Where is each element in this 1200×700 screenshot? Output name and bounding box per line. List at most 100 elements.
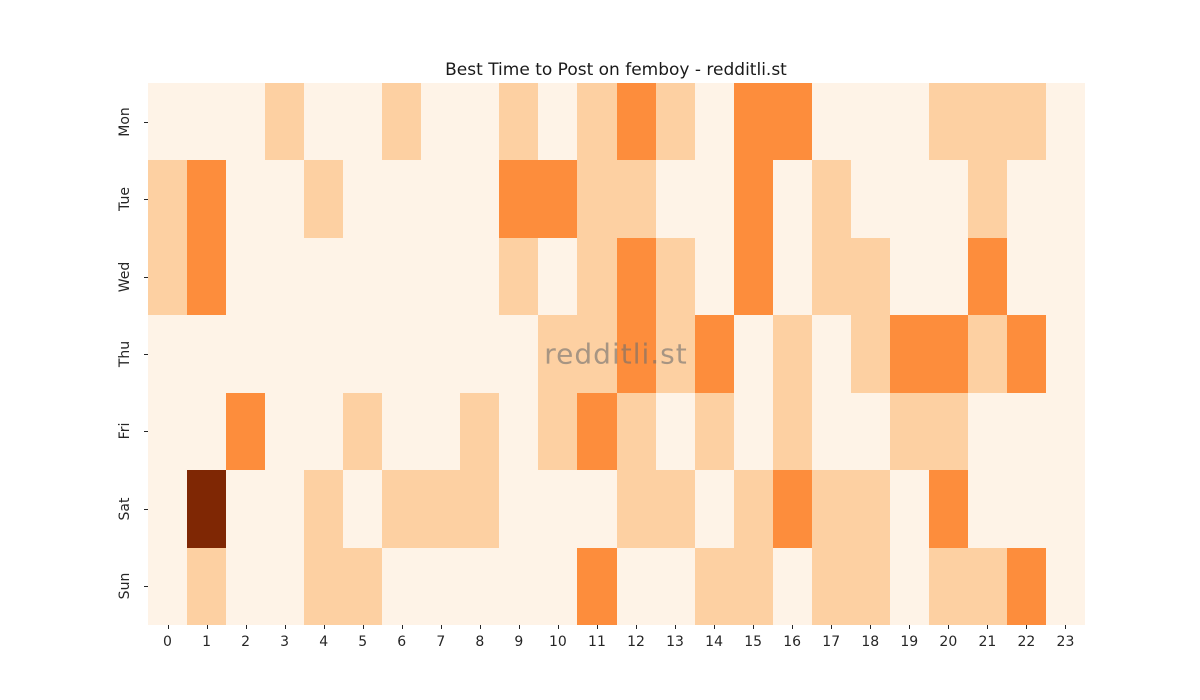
heatmap-cell <box>421 237 461 316</box>
x-tick-label: 9 <box>514 634 524 650</box>
heatmap-cell <box>304 315 344 393</box>
x-tick-label: 0 <box>163 634 172 650</box>
heatmap-cell <box>187 237 227 316</box>
heatmap-cell <box>343 237 383 316</box>
heatmap-cell <box>1045 160 1085 238</box>
heatmap-cell <box>343 83 383 161</box>
heatmap-cell <box>811 392 851 471</box>
heatmap-cell <box>460 83 500 161</box>
heatmap-cell <box>304 237 344 316</box>
heatmap-cell <box>733 315 773 393</box>
heatmap-cell <box>655 160 695 238</box>
heatmap-cell <box>694 237 734 316</box>
y-tick-label: Mon <box>117 106 133 137</box>
y-tick-mark <box>144 121 148 123</box>
heatmap-cell <box>460 160 500 238</box>
x-tick-mark <box>557 625 559 629</box>
heatmap-cell <box>265 83 305 161</box>
heatmap-cell <box>850 237 890 316</box>
x-tick-mark <box>987 625 989 629</box>
heatmap-cell <box>811 470 851 548</box>
heatmap-cell <box>226 547 266 625</box>
heatmap-cell <box>460 392 500 471</box>
heatmap-cell <box>1045 470 1085 548</box>
heatmap-cell <box>928 392 968 471</box>
heatmap-cell <box>421 315 461 393</box>
heatmap-cell <box>382 315 422 393</box>
heatmap-cell <box>655 392 695 471</box>
heatmap-cell <box>694 83 734 161</box>
heatmap-cell <box>148 315 188 393</box>
heatmap-cell <box>1006 392 1046 471</box>
x-tick-label: 21 <box>978 634 997 650</box>
heatmap-cell <box>928 83 968 161</box>
heatmap-cell <box>655 315 695 393</box>
heatmap-cell <box>499 160 539 238</box>
y-tick-mark <box>144 586 148 588</box>
heatmap-cell <box>187 315 227 393</box>
x-tick-label: 13 <box>666 634 684 650</box>
heatmap-cell <box>694 315 734 393</box>
heatmap-cell <box>499 315 539 393</box>
heatmap-cell <box>421 160 461 238</box>
x-tick-label: 19 <box>900 634 919 650</box>
heatmap-cell <box>850 392 890 471</box>
heatmap-cell <box>499 237 539 316</box>
heatmap <box>148 83 1085 625</box>
x-tick-mark <box>636 625 638 629</box>
x-tick-label: 7 <box>436 634 446 650</box>
heatmap-cell <box>1045 237 1085 316</box>
x-tick-mark <box>1065 625 1067 629</box>
heatmap-cell <box>1006 160 1046 238</box>
x-tick-mark <box>596 625 598 629</box>
heatmap-cell <box>421 470 461 548</box>
heatmap-cell <box>889 392 929 471</box>
heatmap-cell <box>967 315 1007 393</box>
x-tick-mark <box>323 625 325 629</box>
heatmap-cell <box>382 160 422 238</box>
heatmap-cell <box>382 237 422 316</box>
x-tick-mark <box>675 625 677 629</box>
heatmap-cell <box>538 315 578 393</box>
x-tick-label: 18 <box>861 634 880 650</box>
heatmap-cell <box>928 547 968 625</box>
heatmap-cell <box>889 160 929 238</box>
heatmap-cell <box>772 237 812 316</box>
heatmap-cell <box>187 470 227 548</box>
heatmap-cell <box>304 470 344 548</box>
x-tick-mark <box>245 625 247 629</box>
heatmap-cell <box>967 160 1007 238</box>
heatmap-cell <box>265 470 305 548</box>
heatmap-cell <box>499 392 539 471</box>
heatmap-cell <box>772 470 812 548</box>
heatmap-cell <box>1006 237 1046 316</box>
heatmap-cell <box>850 83 890 161</box>
heatmap-cell <box>148 470 188 548</box>
heatmap-cell <box>616 315 656 393</box>
heatmap-cell <box>928 160 968 238</box>
heatmap-cell <box>343 470 383 548</box>
y-tick-mark <box>144 431 148 433</box>
heatmap-cell <box>733 392 773 471</box>
heatmap-cell <box>538 392 578 471</box>
x-tick-label: 17 <box>822 634 841 650</box>
y-tick-label: Sat <box>117 497 133 521</box>
heatmap-cell <box>811 237 851 316</box>
x-tick-mark <box>870 625 872 629</box>
x-tick-mark <box>206 625 208 629</box>
y-tick-label: Fri <box>117 423 133 440</box>
y-tick-mark <box>144 199 148 201</box>
x-tick-mark <box>1026 625 1028 629</box>
heatmap-cell <box>616 83 656 161</box>
heatmap-cell <box>1045 315 1085 393</box>
x-tick-mark <box>714 625 716 629</box>
heatmap-cell <box>889 83 929 161</box>
heatmap-cell <box>967 392 1007 471</box>
heatmap-cell <box>343 547 383 625</box>
heatmap-cell <box>772 160 812 238</box>
heatmap-cell <box>265 237 305 316</box>
heatmap-cell <box>616 392 656 471</box>
heatmap-cell <box>1006 470 1046 548</box>
x-tick-label: 20 <box>939 634 958 650</box>
heatmap-cell <box>694 392 734 471</box>
